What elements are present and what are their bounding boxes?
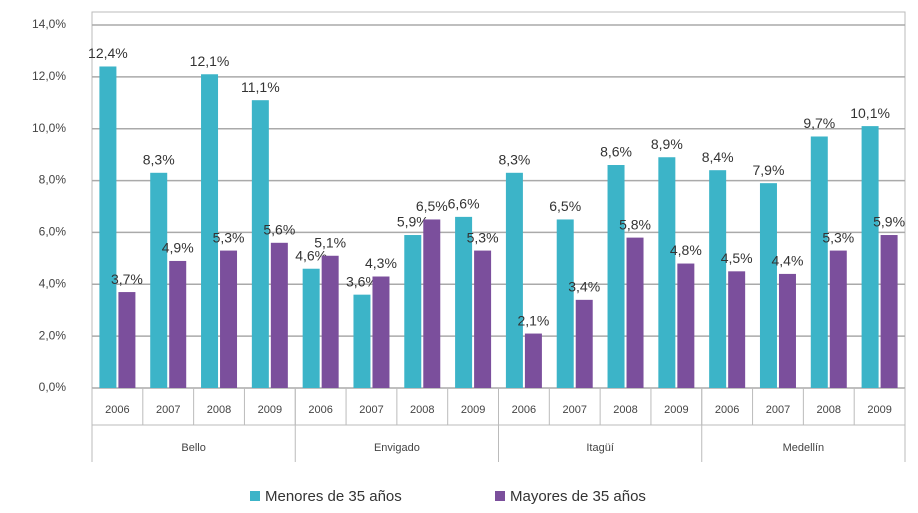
y-tick-label: 10,0% (32, 121, 66, 135)
y-tick-label: 8,0% (39, 173, 67, 187)
y-tick-label: 2,0% (39, 328, 67, 342)
value-label: 5,6% (263, 222, 295, 238)
value-label: 8,3% (143, 151, 175, 167)
value-label: 9,7% (803, 115, 835, 131)
value-label: 8,6% (600, 144, 632, 160)
bar (169, 260, 187, 388)
bar (455, 216, 473, 388)
x-tick-label: 2007 (766, 404, 790, 416)
y-tick-label: 14,0% (32, 17, 66, 31)
bar (709, 170, 727, 388)
bar (321, 255, 339, 388)
x-tick-label: 2009 (867, 404, 891, 416)
value-label: 12,4% (88, 45, 128, 61)
value-label: 6,5% (549, 198, 581, 214)
bar (759, 183, 777, 388)
x-tick-label: 2008 (207, 404, 231, 416)
value-label: 5,9% (397, 214, 429, 230)
bar (861, 126, 879, 388)
bar (505, 172, 523, 388)
bar (423, 219, 441, 388)
bar (372, 276, 390, 388)
x-tick-label: 2009 (258, 404, 282, 416)
value-label: 5,9% (873, 214, 905, 230)
value-label: 2,1% (517, 312, 549, 328)
bar (556, 219, 574, 388)
x-tick-label: 2007 (562, 404, 586, 416)
value-label: 8,9% (651, 136, 683, 152)
value-label: 4,3% (365, 255, 397, 271)
value-label: 3,4% (568, 279, 600, 295)
y-tick-label: 0,0% (39, 380, 67, 394)
value-label: 12,1% (190, 53, 230, 69)
legend-label: Menores de 35 años (265, 488, 402, 505)
x-tick-label: 2008 (613, 404, 637, 416)
value-label: 6,6% (448, 196, 480, 212)
y-tick-label: 12,0% (32, 69, 66, 83)
bar (251, 100, 269, 388)
value-label: 8,3% (498, 151, 530, 167)
x-tick-label: 2008 (410, 404, 434, 416)
value-label: 3,7% (111, 271, 143, 287)
bar (626, 237, 644, 388)
value-label: 7,9% (753, 162, 785, 178)
value-label: 5,3% (822, 229, 854, 245)
value-label: 5,3% (467, 229, 499, 245)
value-label: 4,9% (162, 240, 194, 256)
bar (474, 250, 492, 388)
y-tick-label: 6,0% (39, 225, 67, 239)
bar (150, 172, 168, 388)
value-label: 5,8% (619, 216, 651, 232)
bar (810, 136, 828, 388)
group-label: Medellín (783, 442, 825, 454)
legend-swatch (495, 491, 505, 501)
bar (404, 235, 422, 388)
bar (220, 250, 238, 388)
y-tick-label: 4,0% (39, 276, 67, 290)
value-label: 3,6% (346, 273, 378, 289)
bar (607, 165, 625, 388)
bar (658, 157, 676, 388)
x-tick-label: 2008 (817, 404, 841, 416)
bar (270, 242, 288, 388)
bar (677, 263, 695, 388)
value-label: 4,5% (721, 250, 753, 266)
bar (353, 294, 371, 388)
x-tick-label: 2006 (715, 404, 739, 416)
value-label: 11,1% (241, 79, 280, 95)
bar (778, 273, 796, 388)
bar (201, 74, 219, 388)
bar (524, 333, 542, 388)
group-label: Bello (181, 442, 205, 454)
group-label: Envigado (374, 442, 420, 454)
x-tick-label: 2006 (308, 404, 332, 416)
value-label: 10,1% (850, 105, 890, 121)
legend-label: Mayores de 35 años (510, 488, 646, 505)
value-label: 4,6% (295, 247, 327, 263)
x-tick-label: 2007 (359, 404, 383, 416)
x-tick-label: 2006 (512, 404, 536, 416)
bar (829, 250, 847, 388)
bar (302, 268, 320, 388)
value-label: 8,4% (702, 149, 734, 165)
bar (99, 66, 117, 388)
x-tick-label: 2006 (105, 404, 129, 416)
x-tick-label: 2009 (664, 404, 688, 416)
value-label: 5,3% (213, 229, 245, 245)
value-label: 4,8% (670, 242, 702, 258)
x-tick-label: 2009 (461, 404, 485, 416)
bar (880, 235, 898, 388)
value-label: 4,4% (772, 253, 804, 269)
bar (575, 299, 593, 388)
value-label: 5,1% (314, 234, 346, 250)
legend-swatch (250, 491, 260, 501)
group-label: Itagüí (586, 442, 614, 454)
x-tick-label: 2007 (156, 404, 180, 416)
bar (118, 292, 136, 388)
bar (728, 271, 746, 388)
value-label: 6,5% (416, 198, 448, 214)
